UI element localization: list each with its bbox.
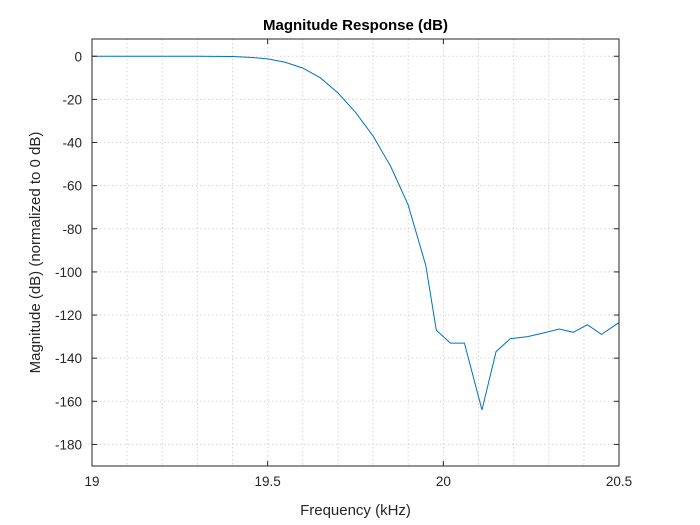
x-tick-label-2: 20 xyxy=(436,474,451,489)
plot-frame xyxy=(91,38,620,467)
y-tick-label-8: -160 xyxy=(55,394,82,409)
y-tick-label-0: 0 xyxy=(74,49,82,64)
chart-title: Magnitude Response (dB) xyxy=(263,17,448,34)
series-layer xyxy=(92,55,620,411)
y-tick-label-9: -180 xyxy=(55,437,82,452)
tick-layer: 19 19.5 20 20.5 0 -20 -40 -60 -80 -100 -120 -140 -16… xyxy=(55,39,632,489)
x-tick-label-1: 19.5 xyxy=(255,474,281,489)
y-tick-label-2: -40 xyxy=(62,136,82,151)
x-tick-label-0: 19 xyxy=(84,474,99,489)
y-tick-label-4: -80 xyxy=(62,222,82,237)
x-axis-label: Frequency (kHz) xyxy=(300,502,411,519)
series-line-0 xyxy=(92,55,620,411)
y-tick-label-1: -20 xyxy=(62,92,82,107)
x-tick-label-3: 20.5 xyxy=(606,474,632,489)
y-tick-label-5: -100 xyxy=(55,265,82,280)
y-tick-label-3: -60 xyxy=(62,179,82,194)
y-axis-label: Magnitude (dB) (normalized to 0 dB) xyxy=(27,132,44,374)
grid-layer xyxy=(92,39,619,466)
y-tick-label-7: -140 xyxy=(55,351,82,366)
y-tick-label-6: -120 xyxy=(55,308,82,323)
